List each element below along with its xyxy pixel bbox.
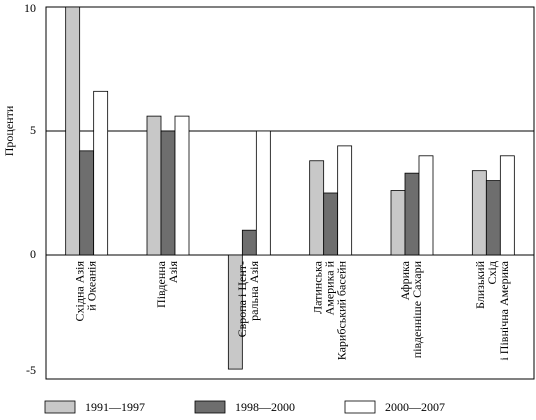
x-tick-label: і Північна Америка <box>497 260 511 360</box>
legend-swatch <box>44 400 76 414</box>
y-tick-label: 5 <box>30 123 36 137</box>
y-tick-label: -5 <box>26 363 36 377</box>
x-tick-label: Азія <box>166 261 180 284</box>
legend-label: 1998—2000 <box>235 400 295 414</box>
bar <box>390 190 406 256</box>
bar <box>174 115 190 256</box>
bar <box>404 172 420 256</box>
bar <box>485 180 501 256</box>
bar <box>227 254 243 370</box>
bar <box>65 6 81 256</box>
legend-label: 1991—1997 <box>85 400 145 414</box>
y-tick-label: 10 <box>24 1 36 15</box>
y-tick-label: 0 <box>30 247 36 261</box>
x-tick-label: Латинська <box>310 260 324 314</box>
bar <box>309 160 325 256</box>
legend-label: 2000—2007 <box>385 400 445 414</box>
x-tick-label: Схід <box>485 261 499 284</box>
x-tick-label: Європа і Цент- <box>235 261 249 337</box>
x-tick-label: Карибський басейн <box>334 260 348 360</box>
x-tick-label: Америка й <box>322 260 336 315</box>
bar <box>418 155 434 256</box>
x-tick-label: південніше Сахари <box>410 260 424 358</box>
bar <box>79 150 95 256</box>
x-tick-label: Східна Азія <box>72 261 86 322</box>
bar <box>146 115 162 256</box>
x-tick-label: ральна Азія <box>247 261 261 321</box>
bar <box>241 229 257 256</box>
bar <box>160 130 176 256</box>
x-tick-label: й Океанія <box>84 261 98 311</box>
bar <box>471 170 487 256</box>
x-tick-label: Південна <box>154 260 168 308</box>
x-tick-label: Африка <box>398 260 412 300</box>
bar <box>337 145 353 256</box>
legend-swatch <box>344 400 376 414</box>
bar <box>93 90 109 256</box>
legend-swatch <box>194 400 226 414</box>
x-tick-label: Близький <box>473 260 487 309</box>
y-axis-label: Проценти <box>2 105 16 156</box>
bar <box>255 130 271 256</box>
plot-frame <box>45 6 535 380</box>
bar <box>323 192 339 256</box>
bar <box>499 155 515 256</box>
